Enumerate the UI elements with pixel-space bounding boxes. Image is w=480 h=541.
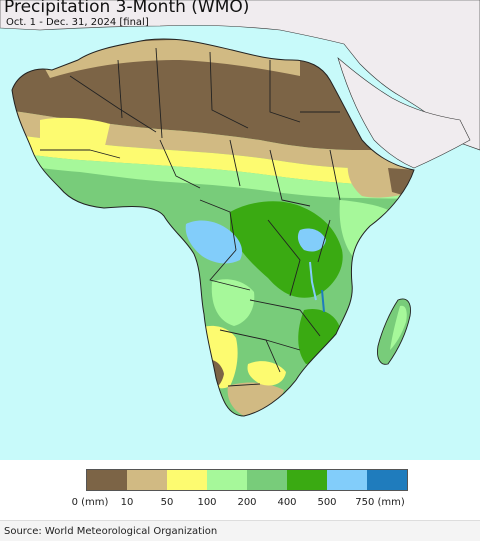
legend-tick-1: 10 bbox=[120, 497, 134, 508]
zone-south-coast bbox=[227, 382, 284, 416]
madagascar-east-light bbox=[390, 305, 407, 350]
legend-tick-3: 100 bbox=[197, 497, 217, 508]
legend-tick-4: 200 bbox=[237, 497, 257, 508]
legend-swatch-5 bbox=[287, 470, 327, 490]
legend-swatch-6 bbox=[327, 470, 367, 490]
lake-malawi bbox=[321, 289, 325, 313]
zone-gabon-blue bbox=[185, 220, 243, 264]
eurasia-landmass bbox=[0, 0, 480, 151]
legend-swatch-3 bbox=[207, 470, 247, 490]
legend-tick-7: 750 (mm) bbox=[355, 497, 405, 508]
arabian-peninsula bbox=[337, 57, 471, 169]
legend-tick-0: 0 (mm) bbox=[71, 497, 109, 508]
legend-swatch-4 bbox=[247, 470, 287, 490]
source-credit: Source: World Meteorological Organizatio… bbox=[4, 526, 218, 537]
legend-tick-5: 400 bbox=[277, 497, 297, 508]
zone-karoo-yellow bbox=[247, 361, 286, 386]
map-subtitle: Oct. 1 - Dec. 31, 2024 [final] bbox=[6, 17, 149, 28]
legend-swatch-2 bbox=[167, 470, 207, 490]
africa-coastline bbox=[11, 38, 415, 417]
legend-swatch-7 bbox=[367, 470, 407, 490]
zone-somalia-brown bbox=[388, 168, 414, 196]
legend-tick-6: 500 bbox=[317, 497, 337, 508]
zone-lake-victoria-blue bbox=[297, 228, 326, 252]
legend-colorbar bbox=[86, 469, 408, 491]
precipitation-map bbox=[0, 0, 480, 460]
legend: 0 (mm) 10 50 100 200 400 500 750 (mm) bbox=[0, 460, 480, 520]
zone-congo-dark-green bbox=[230, 201, 343, 298]
legend-swatch-1 bbox=[127, 470, 167, 490]
legend-swatch-0 bbox=[87, 470, 127, 490]
zone-angola-light bbox=[211, 279, 255, 326]
footer: Source: World Meteorological Organizatio… bbox=[0, 520, 480, 541]
map-title: Precipitation 3-Month (WMO) bbox=[4, 0, 250, 17]
lake-tanganyika bbox=[309, 261, 317, 301]
legend-tick-2: 50 bbox=[160, 497, 174, 508]
country-borders bbox=[40, 47, 341, 387]
